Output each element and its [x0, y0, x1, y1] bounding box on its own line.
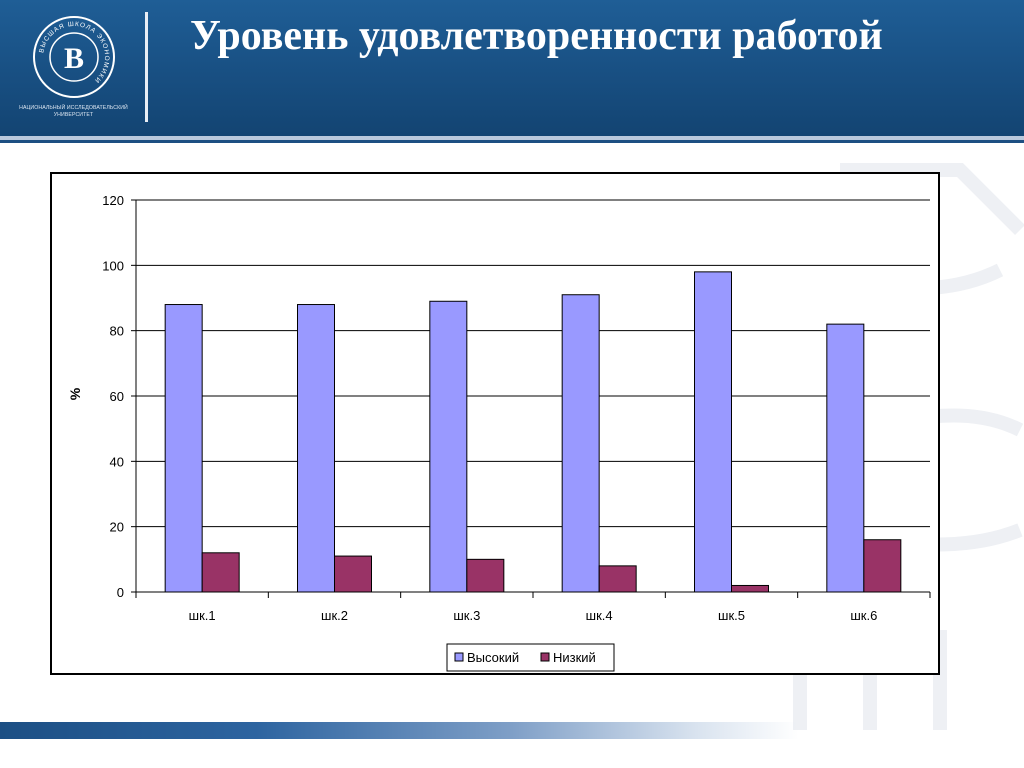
university-logo: ВЫСШАЯ ШКОЛА ЭКОНОМИКИ В	[33, 16, 115, 98]
chart-frame: 0 20 40 60 80 100 120% шк.1 шк.2 шк.3 шк.4 шк.5 шк.6…	[50, 172, 940, 675]
bar-high	[826, 323, 865, 593]
bar-low	[334, 555, 372, 593]
bar-high	[561, 294, 600, 593]
bar-chart: 0 20 40 60 80 100 120% шк.1 шк.2 шк.3 шк.4 шк.5 шк.6…	[67, 193, 931, 672]
bottom-decor-bar	[0, 722, 1024, 739]
y-tick-label: 80	[110, 324, 124, 339]
bar-high	[694, 271, 732, 593]
header-stripe	[0, 136, 1024, 140]
slide-header: ВЫСШАЯ ШКОЛА ЭКОНОМИКИ В НАЦИОНАЛЬНЫЙ ИС…	[0, 0, 1024, 136]
x-tick-label: шк.5	[718, 608, 745, 623]
y-tick-label: 120	[102, 193, 124, 208]
legend-label: Низкий	[553, 650, 596, 665]
header-stripe-dark	[0, 140, 1024, 143]
bar-low	[466, 558, 505, 593]
y-tick-label: 60	[110, 389, 124, 404]
y-tick-label: 20	[110, 520, 124, 535]
bar-high	[297, 304, 335, 593]
bar-low	[863, 539, 902, 593]
y-tick-label: 0	[117, 585, 124, 600]
page-title: Уровень удовлетворенности работой	[190, 13, 883, 59]
x-tick-label: шк.2	[321, 608, 348, 623]
header-divider	[145, 12, 148, 122]
bar-low	[731, 584, 769, 593]
bar-high	[164, 304, 203, 593]
x-tick-label: шк.6	[850, 608, 877, 623]
x-tick-label: шк.1	[189, 608, 216, 623]
bar-high	[429, 300, 468, 593]
legend-swatch	[454, 652, 464, 662]
y-tick-label: 100	[102, 258, 124, 273]
bar-low	[598, 565, 637, 593]
x-tick-label: шк.4	[586, 608, 613, 623]
legend-swatch	[540, 652, 550, 662]
y-tick-label: 40	[110, 454, 124, 469]
logo-caption: НАЦИОНАЛЬНЫЙ ИССЛЕДОВАТЕЛЬСКИЙ УНИВЕРСИТ…	[19, 105, 128, 118]
bar-low	[201, 552, 240, 593]
y-axis-label: %	[67, 387, 83, 400]
logo-monogram: В	[64, 42, 84, 75]
legend-box	[446, 643, 615, 672]
x-tick-label: шк.3	[453, 608, 480, 623]
legend-label: Высокий	[467, 650, 519, 665]
